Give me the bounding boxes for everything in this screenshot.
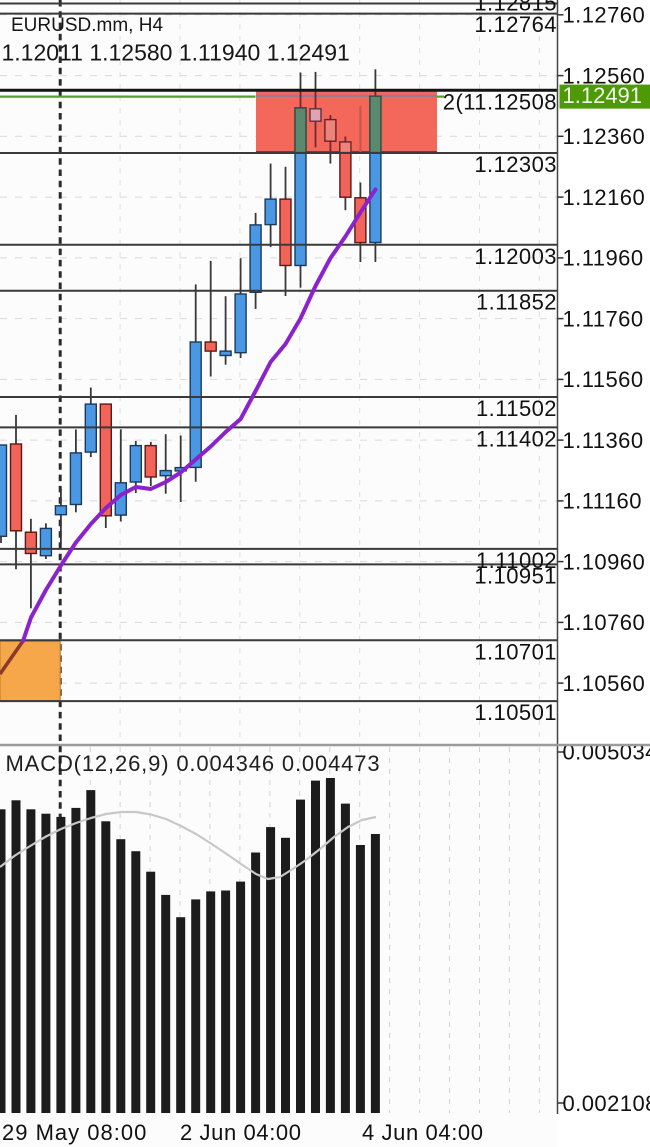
- svg-text:1.12160: 1.12160: [563, 185, 646, 210]
- svg-text:1.10501: 1.10501: [474, 700, 557, 725]
- svg-text:1.12760: 1.12760: [563, 3, 646, 28]
- svg-text:1.11760: 1.11760: [563, 306, 644, 331]
- svg-text:1.11160: 1.11160: [563, 489, 642, 514]
- svg-text:1.11960: 1.11960: [563, 246, 644, 271]
- svg-text:1.10701: 1.10701: [474, 640, 557, 665]
- svg-text:0.002108: 0.002108: [563, 1091, 650, 1116]
- svg-text:0.005034: 0.005034: [563, 740, 650, 765]
- svg-text:1.11002: 1.11002: [476, 548, 557, 573]
- svg-text:1.12303: 1.12303: [474, 152, 557, 177]
- svg-text:1.12360: 1.12360: [563, 124, 646, 149]
- svg-text:1.11502: 1.11502: [476, 396, 557, 421]
- svg-text:29 May 08:00: 29 May 08:00: [2, 1120, 147, 1145]
- svg-text:1.11560: 1.11560: [563, 367, 644, 392]
- svg-text:2 Jun 04:00: 2 Jun 04:00: [180, 1120, 302, 1145]
- svg-text:1.12491: 1.12491: [563, 83, 643, 108]
- svg-text:1.11402: 1.11402: [476, 427, 557, 452]
- svg-text:1.10560: 1.10560: [563, 671, 646, 696]
- svg-text:1.10951: 1.10951: [474, 564, 557, 589]
- svg-text:2(11.12508: 2(11.12508: [443, 90, 557, 115]
- svg-text:MACD(12,26,9) 0.004346 0.00447: MACD(12,26,9) 0.004346 0.004473: [6, 751, 381, 776]
- svg-text:1.11852: 1.11852: [476, 290, 557, 315]
- svg-text:4 Jun 04:00: 4 Jun 04:00: [362, 1120, 484, 1145]
- svg-text:1.12560: 1.12560: [563, 63, 646, 88]
- svg-text:1.12764: 1.12764: [474, 12, 557, 37]
- svg-text:1.10760: 1.10760: [563, 610, 646, 635]
- svg-text:1.11360: 1.11360: [563, 428, 644, 453]
- svg-text:1.12011 1.12580 1.11940 1.1249: 1.12011 1.12580 1.11940 1.12491: [2, 40, 350, 66]
- svg-text:1.10960: 1.10960: [563, 549, 646, 574]
- svg-text:EURUSD.mm, H4: EURUSD.mm, H4: [11, 15, 163, 36]
- svg-text:1.12003: 1.12003: [474, 244, 557, 269]
- svg-text:1.12815: 1.12815: [474, 0, 557, 16]
